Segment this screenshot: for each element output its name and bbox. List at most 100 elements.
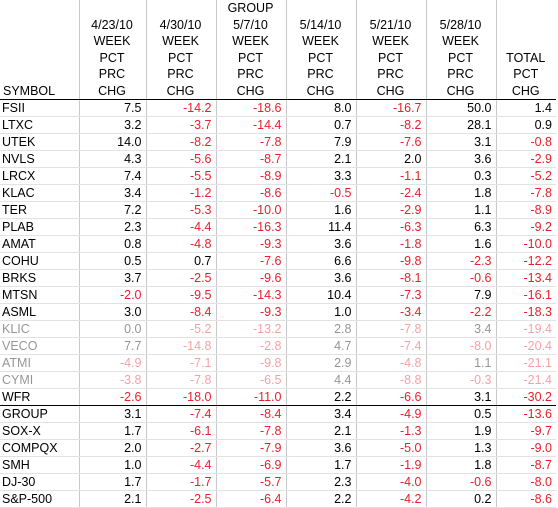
week-pct-cell: -18.0	[145, 388, 216, 406]
stock-row: ATMI -4.9 -7.1 -9.8 2.9 -4.8 1.1 -21.1	[0, 354, 556, 372]
stock-row: LRCX 7.4 -5.5 -8.9 3.3 -1.1 0.3 -5.2	[0, 167, 556, 185]
week-pct-cell: 3.1	[78, 405, 146, 423]
total-pct-cell: -5.2	[495, 167, 556, 185]
week-pct-cell: 1.0	[285, 303, 356, 321]
stock-row: FSII 7.5 -14.2 -18.6 8.0 -16.7 50.0 1.4	[0, 99, 556, 117]
week-pct-cell: 14.0	[78, 133, 146, 151]
week-pct-cell: 0.3	[425, 167, 496, 185]
week-pct-cell: 2.1	[285, 150, 356, 168]
week-pct-cell: 1.3	[425, 439, 496, 457]
week-pct-cell: 2.0	[355, 150, 426, 168]
symbol-cell: DJ-30	[0, 473, 79, 491]
week-pct-cell: 0.7	[145, 252, 216, 270]
week-date: 5/21/10	[355, 16, 426, 34]
stock-row: MTSN -2.0 -9.5 -14.3 10.4 -7.3 7.9 -16.1	[0, 286, 556, 304]
week-pct-cell: 3.0	[78, 303, 146, 321]
group-label: GROUP	[215, 0, 286, 17]
week-label: WEEK	[78, 33, 146, 50]
week-pct-cell: 1.9	[425, 422, 496, 440]
total-pct-cell: -9.0	[495, 439, 556, 457]
week-pct-cell: 7.9	[285, 133, 356, 151]
week-pct-cell: -1.2	[145, 184, 216, 202]
week-date: 4/23/10	[78, 16, 146, 34]
week-pct-cell: 3.1	[425, 133, 496, 151]
symbol-cell: COMPQX	[0, 439, 79, 457]
week-pct-cell: -3.7	[145, 116, 216, 134]
index-row: GROUP 3.1 -7.4 -8.4 3.4 -4.9 0.5 -13.6	[0, 405, 556, 423]
symbol-cell: SOX-X	[0, 422, 79, 440]
index-row: SMH 1.0 -4.4 -6.9 1.7 -1.9 1.8 -8.7	[0, 456, 556, 474]
chg-label: CHG	[425, 82, 496, 100]
week-pct-cell: -4.8	[355, 354, 426, 372]
stock-row: KLIC 0.0 -5.2 -13.2 2.8 -7.8 3.4 -19.4	[0, 320, 556, 338]
stock-row: VECO 7.7 -14.8 -2.8 4.7 -7.4 -8.0 -20.4	[0, 337, 556, 355]
week-pct-cell: -5.3	[145, 201, 216, 219]
week-pct-cell: -11.0	[215, 388, 286, 406]
total-pct-cell: -9.2	[495, 218, 556, 236]
week-pct-cell: 2.8	[285, 320, 356, 338]
week-pct-cell: -8.4	[145, 303, 216, 321]
week-pct-cell: 7.9	[425, 286, 496, 304]
week-pct-cell: -1.3	[355, 422, 426, 440]
week-pct-cell: -0.6	[425, 473, 496, 491]
week-pct-cell: 1.1	[425, 354, 496, 372]
week-pct-cell: -8.7	[215, 150, 286, 168]
week-pct-cell: -1.8	[355, 235, 426, 253]
symbol-cell: KLIC	[0, 320, 79, 338]
pct-label: PCT	[355, 49, 426, 67]
week-pct-cell: -14.8	[145, 337, 216, 355]
week-pct-cell: 7.4	[78, 167, 146, 185]
week-pct-cell: 3.7	[78, 269, 146, 287]
header-cell	[355, 0, 426, 17]
week-pct-cell: -3.4	[355, 303, 426, 321]
week-pct-cell: -2.0	[78, 286, 146, 304]
total-pct-cell: -13.6	[495, 405, 556, 423]
week-pct-cell: 28.1	[425, 116, 496, 134]
prc-label: PRC	[78, 66, 146, 83]
week-pct-cell: 8.0	[285, 99, 356, 117]
symbol-cell: ATMI	[0, 354, 79, 372]
week-pct-cell: -4.8	[145, 235, 216, 253]
week-pct-cell: 2.3	[78, 218, 146, 236]
week-pct-cell: -4.9	[78, 354, 146, 372]
week-pct-cell: -2.7	[145, 439, 216, 457]
pct-label: PCT	[78, 49, 146, 67]
symbol-cell: VECO	[0, 337, 79, 355]
prc-label: PRC	[145, 66, 216, 83]
week-pct-cell: -10.0	[215, 201, 286, 219]
stock-row: COHU 0.5 0.7 -7.6 6.6 -9.8 -2.3 -12.2	[0, 252, 556, 270]
total-pct-cell: -12.2	[495, 252, 556, 270]
week-pct-cell: -8.2	[355, 116, 426, 134]
week-pct-cell: -2.9	[355, 201, 426, 219]
week-pct-cell: -1.7	[145, 473, 216, 491]
week-date: 5/14/10	[285, 16, 356, 34]
chg-label: CHG	[78, 82, 146, 100]
week-pct-cell: -6.9	[215, 456, 286, 474]
week-pct-cell: -7.8	[355, 320, 426, 338]
total-pct-cell: -10.0	[495, 235, 556, 253]
stock-row: TER 7.2 -5.3 -10.0 1.6 -2.9 1.1 -8.9	[0, 201, 556, 219]
week-pct-cell: -6.5	[215, 371, 286, 389]
week-pct-cell: -0.5	[285, 184, 356, 202]
header-cell	[0, 17, 79, 34]
symbol-cell: WFR	[0, 388, 79, 406]
index-row: S&P-500 2.1 -2.5 -6.4 2.2 -4.2 0.2 -8.6	[0, 490, 556, 508]
prc-label: PRC	[355, 66, 426, 83]
prc-label: PRC	[215, 66, 286, 83]
week-pct-cell: -2.4	[355, 184, 426, 202]
week-pct-cell: -8.4	[215, 405, 286, 423]
header-row-week: WEEK WEEK WEEK WEEK WEEK WEEK	[0, 33, 556, 50]
week-pct-cell: 1.1	[425, 201, 496, 219]
stock-row: PLAB 2.3 -4.4 -16.3 11.4 -6.3 6.3 -9.2	[0, 218, 556, 236]
week-pct-cell: -8.0	[425, 337, 496, 355]
chg-label: CHG	[355, 82, 426, 100]
total-pct-cell: -21.4	[495, 371, 556, 389]
week-pct-cell: 2.3	[285, 473, 356, 491]
week-pct-cell: 0.5	[78, 252, 146, 270]
week-pct-cell: 2.2	[285, 388, 356, 406]
week-pct-cell: 1.7	[78, 422, 146, 440]
week-pct-cell: 4.4	[285, 371, 356, 389]
symbol-cell: TER	[0, 201, 79, 219]
week-pct-cell: -7.1	[145, 354, 216, 372]
week-label: WEEK	[215, 33, 286, 50]
